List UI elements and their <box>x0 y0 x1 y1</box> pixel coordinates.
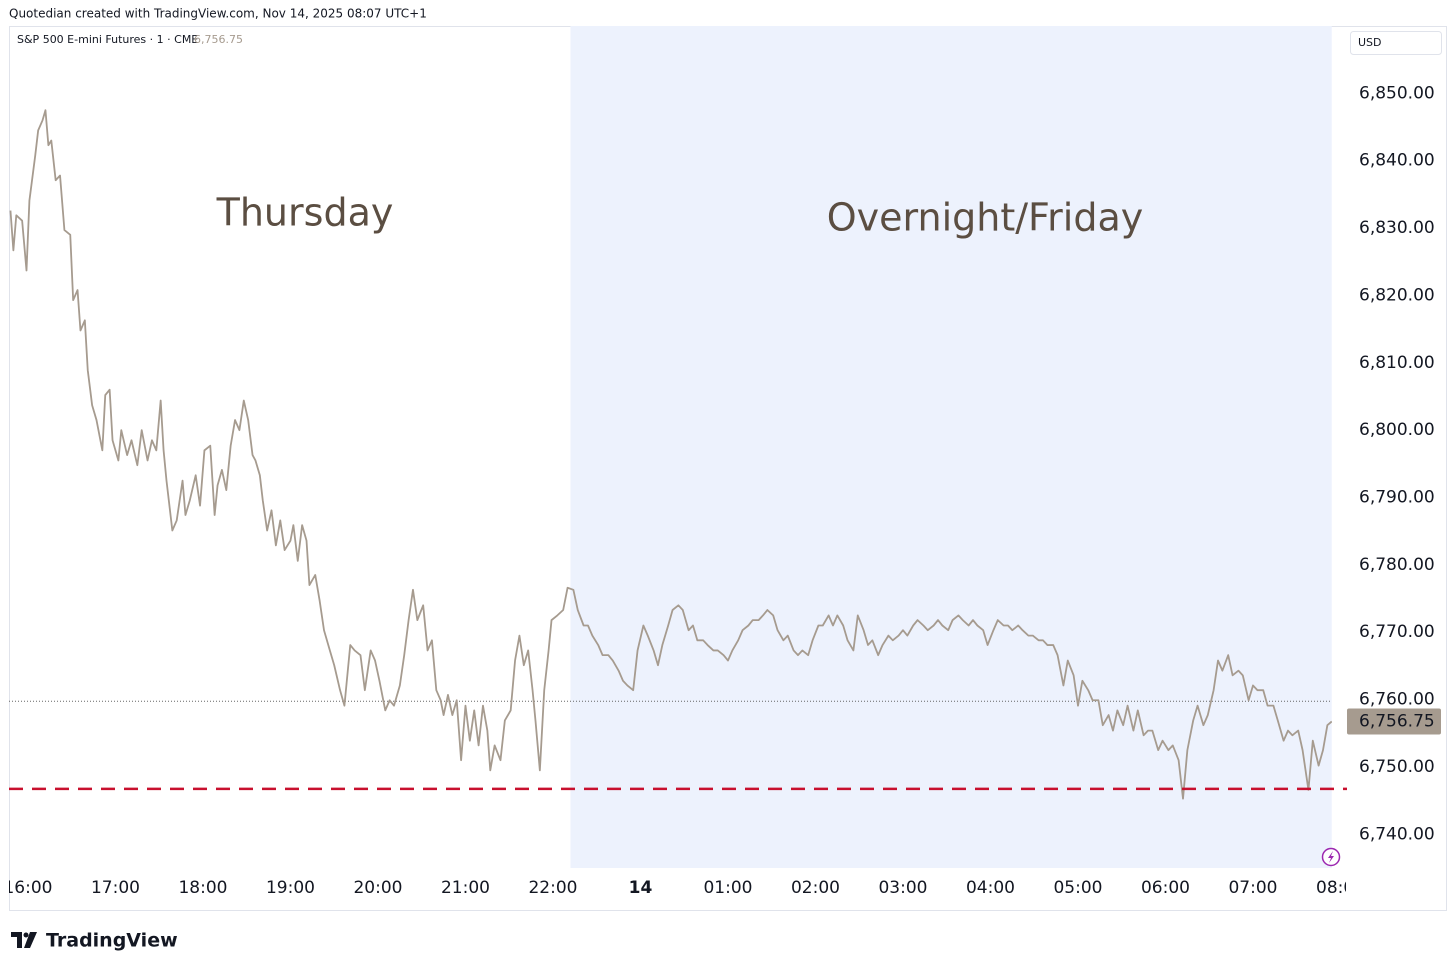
x-tick-label: 03:00 <box>878 878 927 898</box>
y-tick-label: 6,820.00 <box>1359 285 1435 305</box>
last-price-box <box>1347 708 1441 735</box>
x-tick-label: 08:00 <box>1316 878 1365 898</box>
footer[interactable]: TradingView <box>46 930 178 952</box>
currency-box[interactable] <box>1350 31 1442 55</box>
x-tick-label: 14 <box>629 878 653 898</box>
currency[interactable]: USD <box>1358 36 1382 49</box>
annotation: Thursday <box>216 191 394 235</box>
y-tick-label: 6,800.00 <box>1359 420 1435 440</box>
session-highlight <box>570 26 1332 868</box>
x-tick-label: 05:00 <box>1053 878 1102 898</box>
header: Quotedian created with TradingView.com, … <box>9 7 427 21</box>
x-axis: 16:00 17:00 18:00 19:00 20:00 21:00 22:00 14 01:… <box>3 878 1365 898</box>
y-tick-label: 6,850.00 <box>1359 83 1435 103</box>
logo[interactable] <box>11 932 37 948</box>
y-tick-label: 6,780.00 <box>1359 555 1435 575</box>
y-tick-label: 6,760.00 <box>1359 690 1435 710</box>
x-tick-label: 06:00 <box>1141 878 1190 898</box>
x-tick-label: 16:00 <box>3 878 52 898</box>
x-tick-label: 04:00 <box>966 878 1015 898</box>
symbol-title: S&P 500 E-mini Futures · 1 · CME <box>17 33 198 46</box>
last-price-label: 6,756.75 <box>1359 711 1435 731</box>
y-tick-label: 6,840.00 <box>1359 151 1435 171</box>
x-tick-label: 07:00 <box>1228 878 1277 898</box>
header-price: 6,756.75 <box>194 33 243 46</box>
x-tick-label: 18:00 <box>178 878 227 898</box>
y-tick-label: 6,740.00 <box>1359 824 1435 844</box>
y-tick-label: 6,810.00 <box>1359 353 1435 373</box>
x-tick-label: 20:00 <box>353 878 402 898</box>
y-axis: 6,740.00 6,750.00 6,760.00 6,770.00 6,780.00… <box>1359 83 1435 844</box>
x-tick-label: 22:00 <box>528 878 577 898</box>
plot-area <box>9 26 1332 868</box>
y-tick-label: 6,750.00 <box>1359 757 1435 777</box>
x-tick-label: 02:00 <box>791 878 840 898</box>
price-line <box>9 109 1332 800</box>
x-tick-label: 17:00 <box>91 878 140 898</box>
replay-icon[interactable] <box>1321 847 1341 867</box>
x-tick-label: 21:00 <box>441 878 490 898</box>
y-tick-label: 6,770.00 <box>1359 622 1435 642</box>
annotation: Overnight/Friday <box>827 196 1143 240</box>
x-tick-label: 19:00 <box>266 878 315 898</box>
y-tick-label: 6,830.00 <box>1359 218 1435 238</box>
x-tick-label: 01:00 <box>703 878 752 898</box>
y-tick-label: 6,790.00 <box>1359 488 1435 508</box>
